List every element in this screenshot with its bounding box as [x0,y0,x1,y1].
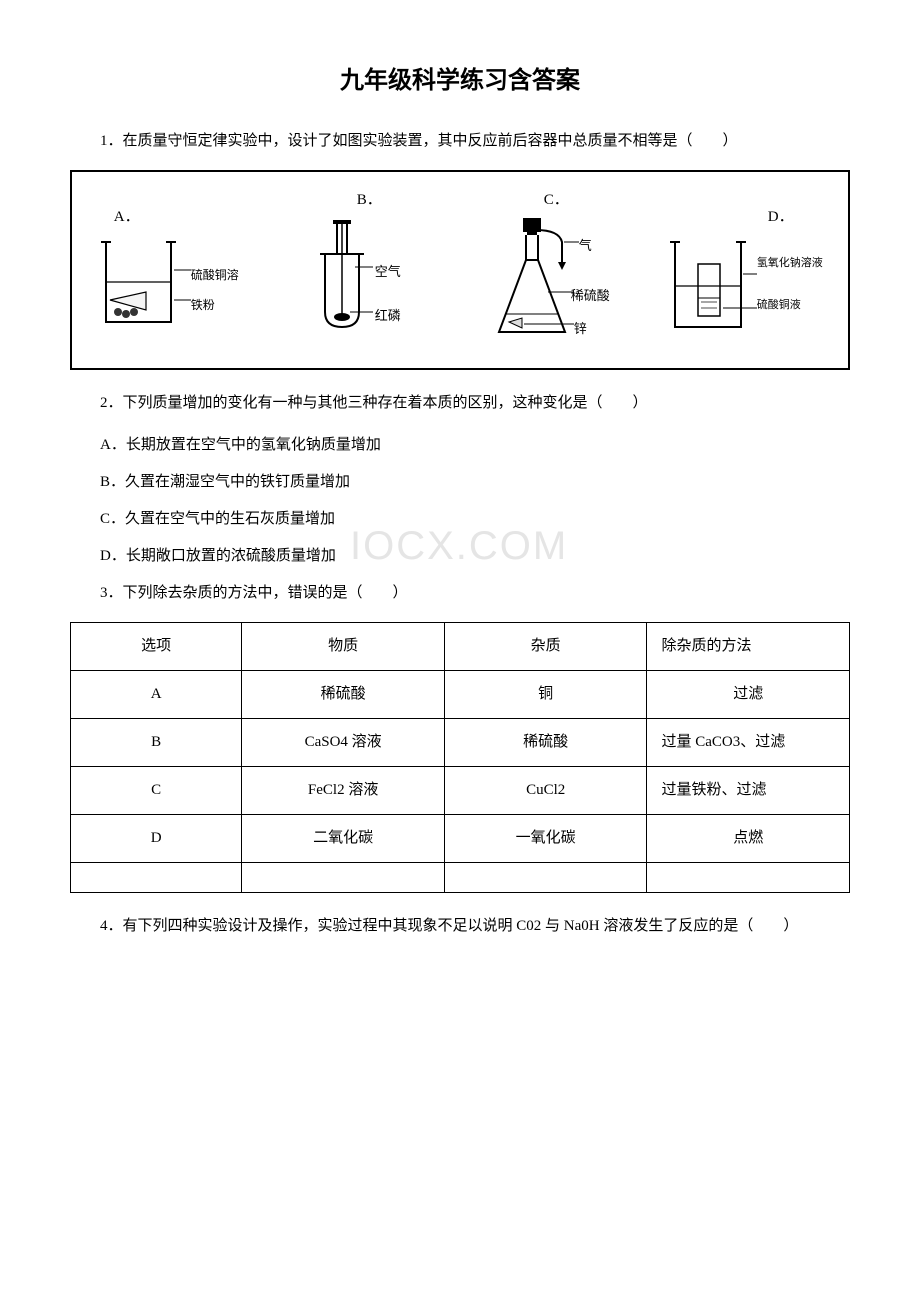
table-row: A 稀硫酸 铜 过滤 [71,671,850,719]
page-title: 九年级科学练习含答案 [70,60,850,103]
th-3: 除杂质的方法 [647,623,850,671]
beaker-a-icon [96,232,226,342]
b-text1: 空气 [375,260,401,283]
a-text2: 铁粉 [191,295,215,317]
q2-text: 2．下列质量增加的变化有一种与其他三种存在着本质的区别，这种变化是（ ） [70,390,850,417]
diagram-c: C． 气 稀硫酸 锌 [464,182,645,358]
td: 过滤 [647,671,850,719]
th-2: 杂质 [444,623,647,671]
q2-optA: A．长期放置在空气中的氢氧化钠质量增加 [100,432,850,459]
diagram-b: B． 空气 红磷 [275,182,456,358]
c-text1: 气 [579,234,592,257]
td: CaSO4 溶液 [242,719,445,767]
flask-c-icon [484,212,614,347]
b-text2: 红磷 [375,304,401,327]
td: 点燃 [647,815,850,863]
diagram-c-label: C． [544,187,569,214]
q1-diagram: A． 硫酸铜溶 铁粉 B． 空气 红磷 [70,170,850,370]
th-0: 选项 [71,623,242,671]
d-text1: 氢氧化钠溶液 [757,257,823,270]
td: 稀硫酸 [444,719,647,767]
q2-optB: B．久置在潮湿空气中的铁钉质量增加 [100,469,850,496]
td: B [71,719,242,767]
td: 二氧化碳 [242,815,445,863]
table-row: D 二氧化碳 一氧化碳 点燃 [71,815,850,863]
a-text1: 硫酸铜溶 [191,265,239,287]
beaker-d-icon [663,232,798,342]
q1-text: 1．在质量守恒定律实验中，设计了如图实验装置，其中反应前后容器中总质量不相等是（… [70,128,850,155]
td-empty [71,863,242,893]
table-empty-row [71,863,850,893]
q3-table: 选项 物质 杂质 除杂质的方法 A 稀硫酸 铜 过滤 B CaSO4 溶液 稀硫… [70,622,850,893]
c-text2: 稀硫酸 [571,284,610,307]
td: C [71,767,242,815]
diagram-b-label: B． [357,187,382,214]
d-text2: 硫酸铜液 [757,299,801,312]
q2-optC: C．久置在空气中的生石灰质量增加 [100,506,850,533]
th-1: 物质 [242,623,445,671]
td: 稀硫酸 [242,671,445,719]
diagram-d-label: D． [768,204,794,231]
td-empty [444,863,647,893]
diagram-a: A． 硫酸铜溶 铁粉 [86,182,267,358]
q3-text: 3．下列除去杂质的方法中，错误的是（ ） [70,580,850,607]
q2-optD: D．长期敞口放置的浓硫酸质量增加 [100,543,850,570]
td: 铜 [444,671,647,719]
q2-options: A．长期放置在空气中的氢氧化钠质量增加 B．久置在潮湿空气中的铁钉质量增加 C．… [100,432,850,570]
table-row: C FeCl2 溶液 CuCl2 过量铁粉、过滤 [71,767,850,815]
table-header-row: 选项 物质 杂质 除杂质的方法 [71,623,850,671]
td: D [71,815,242,863]
td-empty [647,863,850,893]
td: 过量 CaCO3、过滤 [647,719,850,767]
td: 过量铁粉、过滤 [647,767,850,815]
table-row: B CaSO4 溶液 稀硫酸 过量 CaCO3、过滤 [71,719,850,767]
td-empty [242,863,445,893]
td: CuCl2 [444,767,647,815]
diagram-a-label: A． [114,204,140,231]
td: 一氧化碳 [444,815,647,863]
diagram-d: D． 氢氧化钠溶液 硫酸铜液 [653,182,834,358]
td: A [71,671,242,719]
q4-text: 4．有下列四种实验设计及操作，实验过程中其现象不足以说明 C02 与 Na0H … [70,913,850,940]
c-text3: 锌 [574,317,587,340]
td: FeCl2 溶液 [242,767,445,815]
